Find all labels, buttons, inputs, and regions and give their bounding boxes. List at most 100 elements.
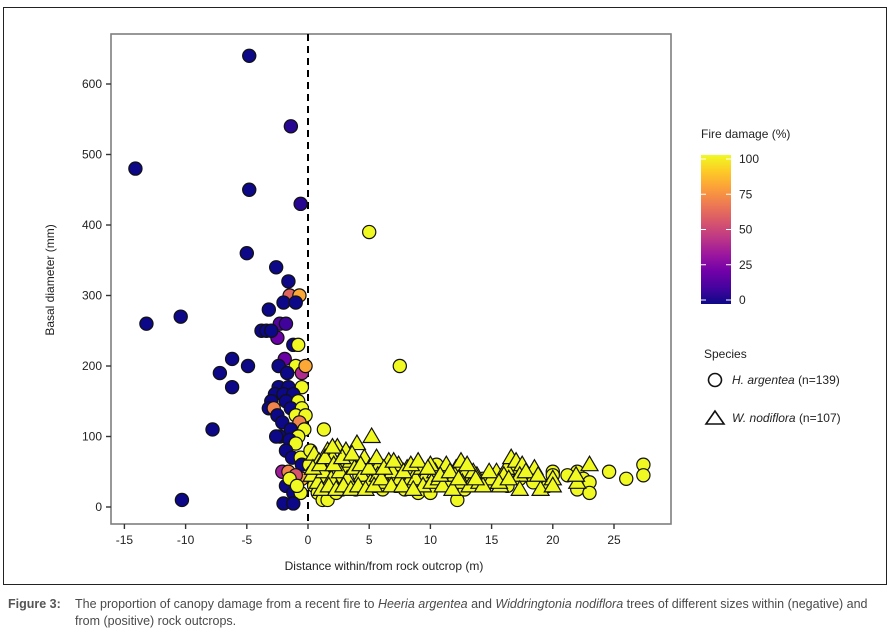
caption-species-2: Widdringtonia nodiflora bbox=[495, 597, 624, 611]
point-h-argentea bbox=[264, 323, 279, 338]
point-h-argentea bbox=[283, 119, 299, 134]
colorbar-tick-label: 50 bbox=[739, 223, 753, 237]
y-tick-label: 600 bbox=[82, 77, 102, 91]
point-h-argentea bbox=[286, 496, 301, 511]
x-tick-label: -15 bbox=[116, 533, 134, 547]
x-axis-ticks: -15 -10 -5 0 5 10 15 20 25 bbox=[116, 524, 621, 547]
point-w-nodiflora bbox=[322, 437, 343, 454]
caption-part: and bbox=[467, 597, 496, 611]
y-tick-label: 100 bbox=[82, 430, 102, 444]
point-w-nodiflora bbox=[362, 426, 382, 444]
legend-entry-h-argentea: H. argentea (n=139) bbox=[732, 373, 840, 387]
legend-n-w-nodiflora: (n=107) bbox=[799, 411, 841, 425]
point-h-argentea bbox=[293, 196, 308, 212]
point-w-nodiflora bbox=[371, 469, 391, 486]
data-points bbox=[128, 48, 651, 511]
point-h-argentea bbox=[205, 422, 220, 437]
point-h-argentea bbox=[139, 316, 154, 331]
point-w-nodiflora bbox=[392, 476, 412, 493]
point-h-argentea bbox=[281, 274, 296, 289]
point-h-argentea bbox=[173, 309, 188, 324]
point-w-nodiflora bbox=[543, 476, 563, 493]
figure-frame bbox=[3, 7, 887, 585]
point-w-nodiflora bbox=[408, 451, 428, 468]
colorbar-tick-label: 75 bbox=[739, 187, 753, 201]
x-axis-label: Distance within/from rock outcrop (m) bbox=[285, 559, 484, 573]
legend-entry-w-nodiflora: W. nodiflora (n=107) bbox=[732, 411, 841, 425]
point-h-argentea bbox=[392, 358, 407, 374]
point-h-argentea bbox=[242, 48, 257, 64]
point-h-argentea bbox=[212, 365, 228, 381]
point-w-nodiflora bbox=[449, 469, 469, 486]
caption-part: The proportion of canopy damage from a r… bbox=[75, 597, 378, 611]
x-tick-label: 20 bbox=[546, 533, 560, 547]
y-tick-label: 400 bbox=[82, 218, 102, 232]
point-h-argentea bbox=[289, 478, 305, 494]
point-w-nodiflora bbox=[359, 458, 379, 475]
point-h-argentea bbox=[601, 464, 617, 479]
colorbar-tick-label: 25 bbox=[739, 258, 753, 272]
point-h-argentea bbox=[362, 224, 377, 240]
caption-part: trees of different sizes within (negativ… bbox=[75, 597, 868, 628]
point-w-nodiflora bbox=[510, 479, 530, 496]
x-tick-label: 5 bbox=[366, 533, 373, 547]
point-w-nodiflora bbox=[442, 479, 462, 496]
point-h-argentea bbox=[268, 429, 284, 444]
caption-species-1: Heeria argentea bbox=[377, 597, 468, 611]
point-h-argentea bbox=[298, 358, 313, 374]
x-tick-label: 10 bbox=[424, 533, 438, 547]
x-tick-label: 25 bbox=[607, 533, 621, 547]
x-tick-label: 15 bbox=[485, 533, 499, 547]
point-h-argentea bbox=[288, 295, 303, 310]
colorbar-ticks: 0 25 50 75 100 bbox=[701, 152, 759, 307]
point-h-argentea bbox=[240, 358, 256, 374]
color-legend: Fire damage (%) 0 25 50 75 100 bbox=[701, 127, 790, 307]
point-h-argentea bbox=[636, 468, 651, 483]
y-axis-ticks: 0 100 200 300 400 500 600 bbox=[82, 77, 111, 514]
point-w-nodiflora bbox=[342, 444, 362, 461]
point-h-argentea bbox=[224, 379, 240, 395]
y-tick-label: 0 bbox=[95, 500, 102, 514]
caption-text: The proportion of canopy damage from a r… bbox=[75, 596, 888, 630]
shape-legend-title: Species bbox=[704, 347, 747, 361]
y-tick-label: 300 bbox=[82, 289, 102, 303]
point-w-nodiflora bbox=[440, 462, 460, 479]
point-h-argentea bbox=[279, 365, 295, 381]
point-w-nodiflora bbox=[499, 469, 519, 486]
point-h-argentea bbox=[128, 161, 143, 176]
y-axis-label: Basal diameter (mm) bbox=[43, 224, 57, 335]
point-h-argentea bbox=[291, 337, 306, 353]
point-w-nodiflora bbox=[579, 455, 600, 472]
figure-label: Figure 3: bbox=[8, 597, 61, 611]
point-w-nodiflora bbox=[433, 476, 453, 493]
point-w-nodiflora bbox=[479, 462, 499, 479]
point-w-nodiflora bbox=[315, 447, 335, 465]
point-w-nodiflora bbox=[528, 465, 548, 482]
legend-n-h-argentea: (n=139) bbox=[798, 373, 840, 387]
point-h-argentea bbox=[239, 245, 254, 261]
figure-caption: Figure 3: The proportion of canopy damag… bbox=[8, 596, 888, 630]
color-legend-title: Fire damage (%) bbox=[701, 127, 790, 141]
point-h-argentea bbox=[224, 351, 240, 367]
point-h-argentea bbox=[288, 436, 303, 451]
point-w-nodiflora bbox=[418, 458, 438, 475]
point-h-argentea bbox=[268, 260, 284, 275]
legend-triangle-icon bbox=[704, 409, 726, 425]
point-w-nodiflora bbox=[466, 469, 486, 486]
point-h-argentea bbox=[261, 302, 277, 317]
axes: -15 -10 -5 0 5 10 15 20 25 0 100 200 300 400 500 600 bbox=[82, 33, 672, 547]
y-tick-label: 500 bbox=[82, 148, 102, 162]
point-h-argentea bbox=[316, 422, 332, 437]
x-tick-label: -10 bbox=[177, 533, 195, 547]
point-h-argentea bbox=[242, 182, 257, 197]
shape-legend: Species H. argentea (n=139) W. nodiflora… bbox=[704, 347, 841, 425]
colorbar-tick-label: 100 bbox=[739, 152, 759, 166]
point-w-nodiflora bbox=[403, 479, 423, 496]
legend-circle-icon bbox=[707, 372, 723, 388]
y-tick-label: 200 bbox=[82, 359, 102, 373]
x-tick-label: 0 bbox=[305, 533, 312, 547]
point-h-argentea bbox=[276, 295, 291, 310]
point-w-nodiflora bbox=[366, 447, 387, 465]
point-h-argentea bbox=[174, 492, 190, 508]
